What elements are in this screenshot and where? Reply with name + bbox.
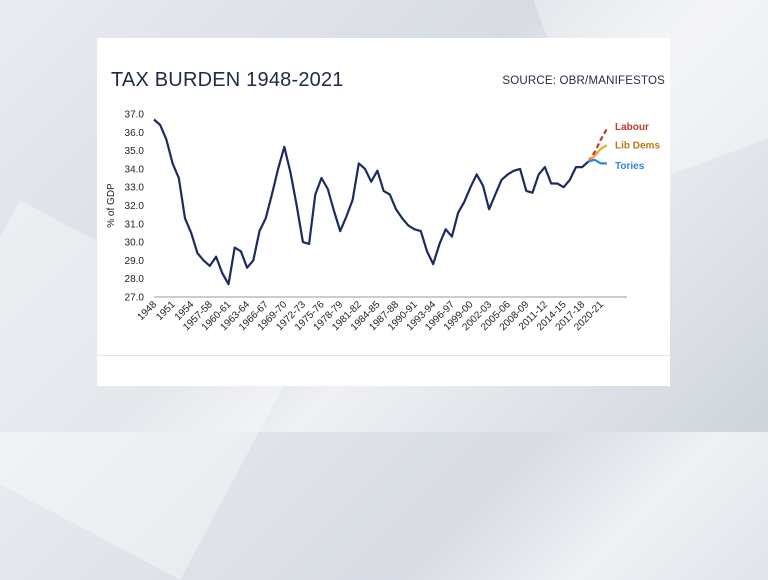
y-tick-label: 27.0 bbox=[125, 293, 145, 304]
y-tick-label: 37.0 bbox=[125, 110, 145, 121]
y-tick-label: 35.0 bbox=[125, 146, 145, 157]
y-tick-label: 29.0 bbox=[125, 256, 145, 267]
y-tick-label: 28.0 bbox=[125, 274, 145, 285]
y-tick-label: 30.0 bbox=[125, 238, 145, 249]
x-tick-label: 1951 bbox=[154, 299, 178, 323]
y-tick-label: 31.0 bbox=[125, 219, 145, 230]
y-tick-label: 36.0 bbox=[125, 128, 145, 139]
card-footer-band bbox=[97, 355, 670, 386]
series-line-labour bbox=[587, 128, 608, 163]
source-note: SOURCE: OBR/MANIFESTOS bbox=[502, 75, 665, 87]
y-tick-label: 34.0 bbox=[125, 164, 145, 175]
series-label-labour: Labour bbox=[615, 122, 649, 133]
series-label-lib-dems: Lib Dems bbox=[615, 141, 660, 152]
chart-card bbox=[97, 38, 670, 384]
tax-burden-chart: 27.0 28.0 29.0 30.0 31.0 32.0 33.0 34.0 35.0 36.0… bbox=[106, 110, 660, 334]
series-line-lib-dems bbox=[587, 144, 608, 163]
series-label-tories: Tories bbox=[615, 161, 645, 172]
y-tick-label: 32.0 bbox=[125, 201, 145, 212]
y-tick-label: 33.0 bbox=[125, 183, 145, 194]
series-line-tories bbox=[588, 158, 607, 165]
chart-title: TAX BURDEN 1948-2021 bbox=[111, 69, 344, 91]
y-axis-title: % of GDP bbox=[106, 183, 117, 228]
series-line-tax-burden bbox=[153, 118, 590, 286]
